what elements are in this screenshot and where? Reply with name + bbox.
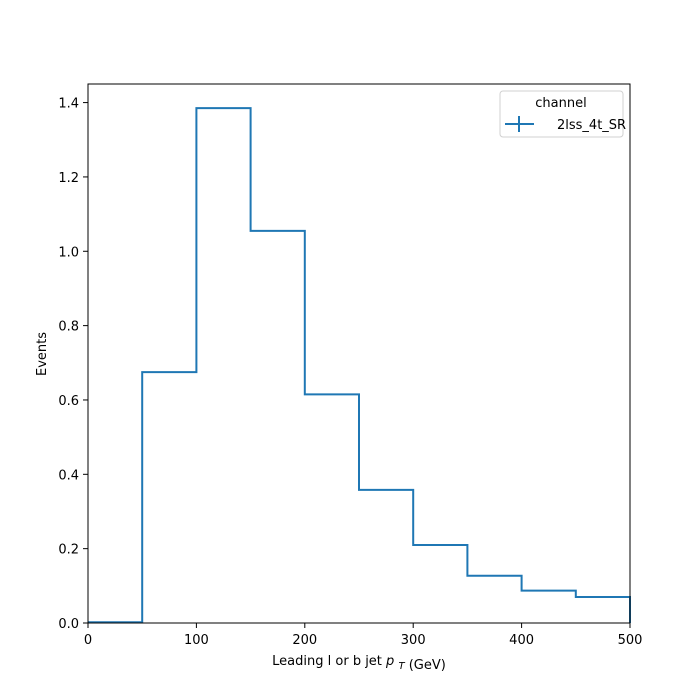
legend-box bbox=[499, 90, 624, 138]
y-tick-label-3: 0.6 bbox=[58, 394, 79, 409]
legend: channel 2lss_4t_SR bbox=[499, 90, 626, 138]
x-tick-label-3: 300 bbox=[401, 633, 426, 648]
y-tick-label-1: 0.2 bbox=[58, 543, 79, 558]
axes-layer bbox=[87, 83, 631, 624]
y-axis-label: Events bbox=[35, 332, 50, 376]
y-tick-label-5: 1.0 bbox=[58, 245, 79, 260]
x-axis-label: Leading l or b jet p T (GeV) bbox=[272, 654, 446, 673]
histogram-step-line bbox=[88, 107, 631, 624]
x-tick-label-4: 400 bbox=[509, 633, 534, 648]
plot-layer bbox=[88, 107, 631, 624]
legend-series-label: 2lss_4t_SR bbox=[557, 118, 626, 133]
y-tick-label-4: 0.8 bbox=[58, 320, 79, 335]
x-tick-label-0: 0 bbox=[84, 633, 92, 648]
x-tick-label-1: 100 bbox=[184, 633, 209, 648]
legend-title: channel bbox=[535, 96, 586, 111]
x-tick-label-5: 500 bbox=[618, 633, 643, 648]
plot-frame bbox=[87, 83, 631, 624]
x-tick-label-2: 200 bbox=[292, 633, 317, 648]
y-tick-label-0: 0.0 bbox=[58, 617, 79, 632]
y-tick-label-7: 1.4 bbox=[58, 97, 79, 112]
y-tick-label-2: 0.4 bbox=[58, 468, 79, 483]
y-tick-label-6: 1.2 bbox=[58, 171, 79, 186]
ticks-layer: 0 100 200 300 400 500 0.0 0.2 0.4 0.6 0.8 1.0 1.2 1.4 bbox=[58, 97, 642, 648]
